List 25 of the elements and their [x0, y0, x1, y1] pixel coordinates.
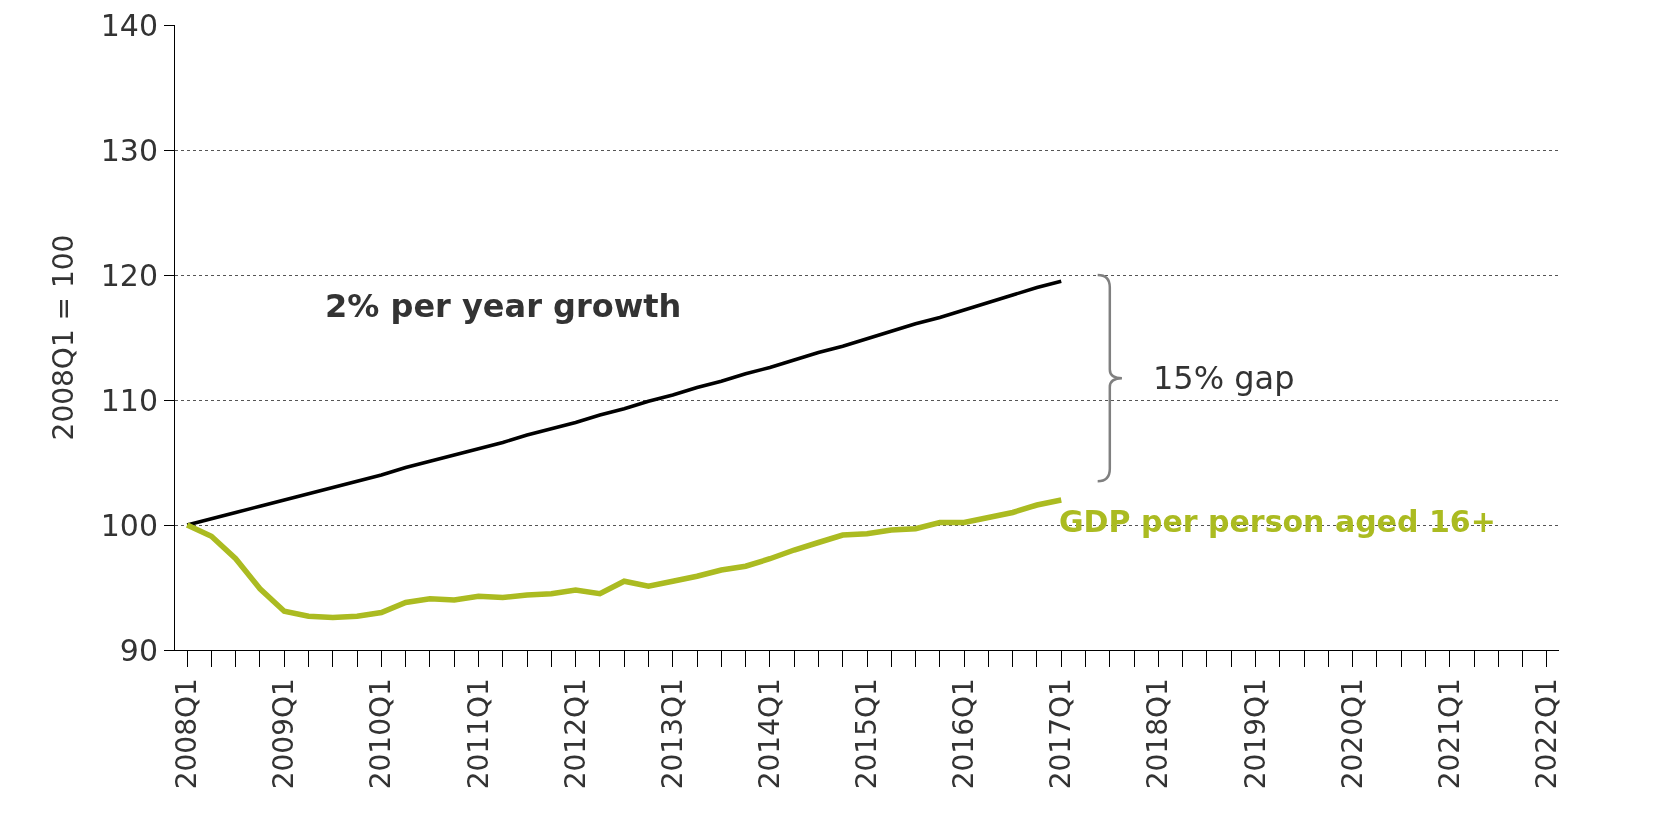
x-tick-label: 2009Q1 [267, 678, 301, 790]
x-tick-label: 2008Q1 [170, 678, 204, 790]
x-tick-label: 2016Q1 [947, 678, 981, 790]
x-tick-label: 2019Q1 [1238, 678, 1272, 790]
x-tick-label: 2022Q1 [1529, 678, 1563, 790]
y-tick-label: 100 [100, 507, 158, 543]
y-tick-label: 110 [100, 382, 158, 418]
y-axis-title: 2008Q1 = 100 [47, 234, 81, 441]
annotation: 15% gap [1153, 359, 1295, 397]
x-tick-label: 2010Q1 [364, 678, 398, 790]
x-tick-label: 2013Q1 [655, 678, 689, 790]
x-tick-label: 2012Q1 [558, 678, 592, 790]
x-tick-label: 2020Q1 [1335, 678, 1369, 790]
x-tick-label: 2018Q1 [1141, 678, 1175, 790]
x-tick-label: 2017Q1 [1044, 678, 1078, 790]
y-tick-label: 90 [119, 632, 158, 668]
y-tick-label: 130 [100, 132, 158, 168]
text: 2% per year growth [325, 287, 682, 325]
x-tick-label: 2014Q1 [752, 678, 786, 790]
y-tick-label: 140 [100, 7, 158, 43]
series-label: GDP per person aged 16+ [1059, 504, 1496, 539]
x-tick-label: 2015Q1 [850, 678, 884, 790]
x-tick-label: 2021Q1 [1432, 678, 1466, 790]
x-tick-label: 2011Q1 [461, 678, 495, 790]
y-tick-label: 120 [100, 257, 158, 293]
